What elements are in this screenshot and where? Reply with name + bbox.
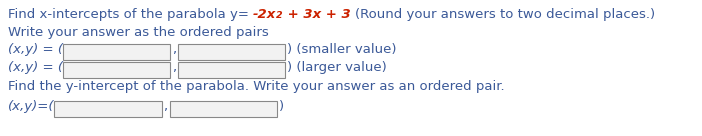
Text: Write your answer as the ordered pairs: Write your answer as the ordered pairs bbox=[8, 26, 269, 39]
Text: Find x-intercepts of the parabola y=: Find x-intercepts of the parabola y= bbox=[8, 8, 253, 21]
Text: ,: , bbox=[172, 43, 176, 56]
Text: ) (larger value): ) (larger value) bbox=[287, 61, 387, 74]
Text: ) (smaller value): ) (smaller value) bbox=[287, 43, 397, 56]
Text: (x,y) = (: (x,y) = ( bbox=[8, 61, 63, 74]
Text: Find the y-intercept of the parabola. Write your answer as an ordered pair.: Find the y-intercept of the parabola. Wr… bbox=[8, 80, 505, 93]
Text: (x,y)=(: (x,y)=( bbox=[8, 100, 55, 113]
Text: (x,y) = (: (x,y) = ( bbox=[8, 43, 63, 56]
Text: + 3x + 3: + 3x + 3 bbox=[283, 8, 355, 21]
Text: ,: , bbox=[172, 61, 176, 74]
Text: -2x: -2x bbox=[253, 8, 277, 21]
Text: 2: 2 bbox=[277, 11, 283, 20]
Text: ): ) bbox=[279, 100, 284, 113]
FancyBboxPatch shape bbox=[63, 62, 170, 78]
FancyBboxPatch shape bbox=[63, 44, 170, 60]
Text: ,: , bbox=[164, 100, 168, 113]
FancyBboxPatch shape bbox=[55, 101, 161, 117]
FancyBboxPatch shape bbox=[178, 62, 285, 78]
FancyBboxPatch shape bbox=[170, 101, 277, 117]
Text: (Round your answers to two decimal places.): (Round your answers to two decimal place… bbox=[355, 8, 656, 21]
FancyBboxPatch shape bbox=[178, 44, 285, 60]
